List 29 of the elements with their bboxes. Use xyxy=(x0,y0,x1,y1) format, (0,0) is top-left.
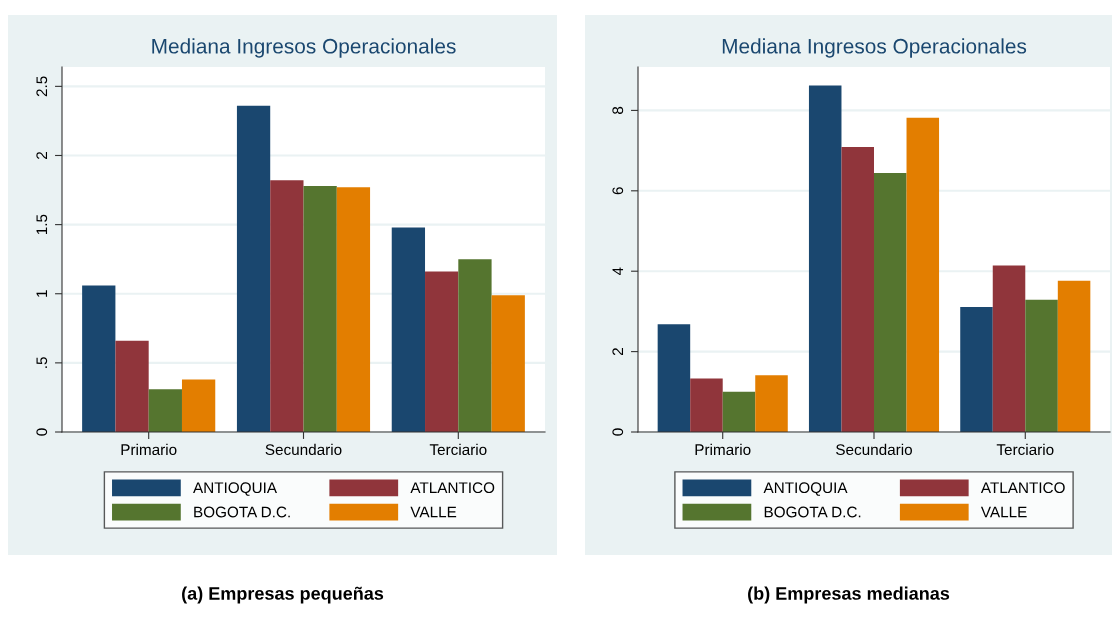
x-tick-label: Terciario xyxy=(996,443,1054,456)
y-tick-label: 2.5 xyxy=(36,76,48,97)
legend-label: VALLE xyxy=(980,506,1027,518)
legend-label: ANTIOQUIA xyxy=(763,482,848,496)
y-tick-label: 2 xyxy=(36,152,48,159)
legend-label: BOGOTA D.C. xyxy=(194,506,290,518)
x-tick-label: Primario xyxy=(121,443,177,456)
y-tick-label: 6 xyxy=(612,187,624,195)
chart-title: Mediana Ingresos Operacionales xyxy=(722,38,1027,58)
y-tick-label: 2 xyxy=(612,348,624,356)
legend-label: ANTIOQUIA xyxy=(193,482,278,496)
y-tick-label: 8 xyxy=(612,106,624,114)
legend-label: ATLANTICO xyxy=(410,482,495,494)
y-tick-label: 4 xyxy=(612,267,624,276)
text: (a) Empresas pequeñas xyxy=(182,586,384,604)
y-tick-label: .5 xyxy=(36,357,48,368)
text: (b) Empresas medianas xyxy=(748,586,950,604)
chart-title: Mediana Ingresos Operacionales xyxy=(152,38,456,58)
x-tick-label: Secundario xyxy=(836,443,913,456)
legend-label: ATLANTICO xyxy=(980,482,1065,494)
x-tick-label: Secundario xyxy=(265,443,342,456)
y-tick-label: 0 xyxy=(612,428,624,436)
y-tick-label: 1 xyxy=(36,290,48,297)
legend-label: BOGOTA D.C. xyxy=(764,506,861,518)
y-tick-label: 0 xyxy=(36,428,48,436)
legend-label: VALLE xyxy=(410,506,457,518)
y-tick-label: 1.5 xyxy=(36,214,48,235)
x-tick-label: Primario xyxy=(695,443,751,456)
x-tick-label: Terciario xyxy=(429,443,487,456)
